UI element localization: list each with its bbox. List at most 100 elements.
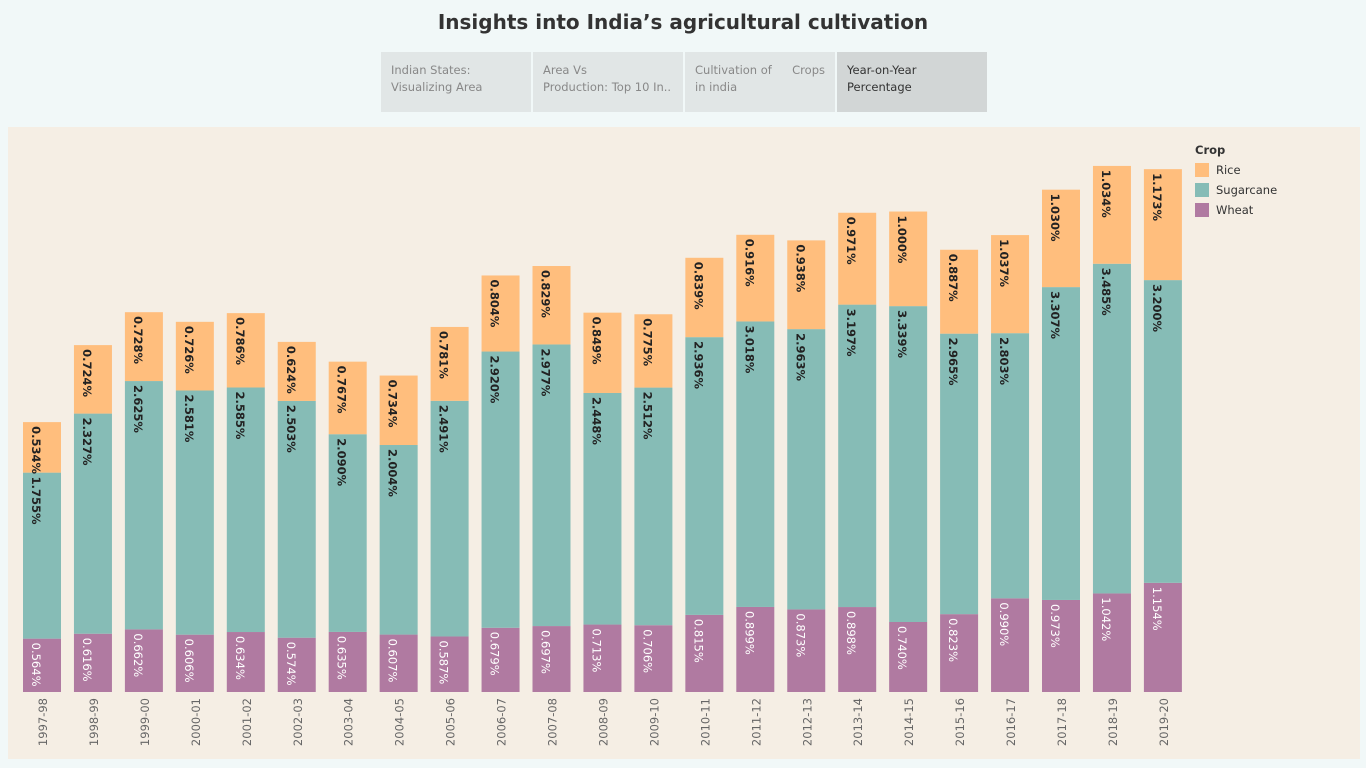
bar-segment-rice[interactable] — [685, 257, 724, 338]
bar-segment-wheat[interactable] — [430, 636, 469, 692]
bar-segment-wheat[interactable] — [226, 632, 265, 692]
bar-segment-sugarcane[interactable] — [379, 444, 418, 635]
data-label: 0.634% — [233, 636, 247, 680]
data-label: 0.607% — [386, 639, 400, 683]
bar-segment-rice[interactable] — [379, 375, 418, 445]
bar-segment-sugarcane[interactable] — [940, 333, 979, 615]
data-label: 0.624% — [284, 346, 298, 394]
bar-segment-wheat[interactable] — [940, 614, 979, 692]
bar-segment-rice[interactable] — [940, 249, 979, 334]
legend-item-sugarcane[interactable]: Sugarcane — [1195, 180, 1277, 200]
data-label: 0.898% — [844, 611, 858, 655]
data-label: 3.485% — [1099, 268, 1113, 316]
bar-segment-rice[interactable] — [1143, 169, 1182, 281]
bar-segment-rice[interactable] — [583, 312, 622, 393]
bar-segment-sugarcane[interactable] — [277, 400, 316, 638]
bar-segment-wheat[interactable] — [277, 637, 316, 692]
bar-segment-sugarcane[interactable] — [481, 351, 520, 628]
bar-segment-wheat[interactable] — [685, 614, 724, 692]
legend-item-wheat[interactable]: Wheat — [1195, 200, 1277, 220]
bar-segment-sugarcane[interactable] — [532, 344, 571, 627]
bar-segment-wheat[interactable] — [736, 606, 775, 692]
bar-segment-sugarcane[interactable] — [23, 472, 61, 639]
x-tick-label: 2005-06 — [444, 698, 458, 746]
bar-segment-rice[interactable] — [634, 314, 673, 388]
bar-segment-wheat[interactable] — [379, 634, 418, 692]
bar-segment-rice[interactable] — [991, 235, 1030, 334]
bar-segment-sugarcane[interactable] — [991, 333, 1030, 599]
bar-segment-sugarcane[interactable] — [583, 392, 622, 625]
bar-segment-rice[interactable] — [277, 341, 316, 401]
bar-segment-sugarcane[interactable] — [328, 434, 367, 632]
bar-segment-rice[interactable] — [532, 266, 571, 345]
x-tick-label: 2009-10 — [647, 698, 661, 746]
x-tick-label: 2008-09 — [596, 698, 610, 746]
bar-segment-wheat[interactable] — [889, 621, 928, 692]
bar-segment-sugarcane[interactable] — [124, 381, 163, 630]
bar-segment-rice[interactable] — [1092, 165, 1131, 264]
legend-item-rice[interactable]: Rice — [1195, 160, 1277, 180]
bar-segment-sugarcane[interactable] — [175, 390, 214, 635]
bar-segment-rice[interactable] — [838, 212, 877, 305]
bar-segment-rice[interactable] — [23, 422, 61, 473]
legend-swatch — [1195, 163, 1209, 177]
bar-segment-sugarcane[interactable] — [838, 304, 877, 608]
bar-segment-rice[interactable] — [481, 275, 520, 352]
bar-segment-rice[interactable] — [889, 211, 928, 307]
bar-segment-rice[interactable] — [430, 326, 469, 401]
data-label: 2.965% — [946, 338, 960, 386]
bar-segment-wheat[interactable] — [175, 634, 214, 692]
tab-indian-states[interactable]: Indian States: Visualizing Area — [381, 52, 531, 112]
bar-segment-wheat[interactable] — [124, 629, 163, 692]
bar-segment-rice[interactable] — [1042, 189, 1080, 288]
bar-segment-sugarcane[interactable] — [889, 306, 928, 622]
x-tick-label: 2013-14 — [851, 698, 865, 746]
bar-segment-sugarcane[interactable] — [73, 413, 112, 634]
tab-cultivation[interactable]: Cultivation of in india Crops — [685, 52, 835, 112]
bar-segment-sugarcane[interactable] — [1143, 280, 1182, 583]
bar-segment-wheat[interactable] — [481, 627, 520, 692]
bar-segment-wheat[interactable] — [991, 598, 1030, 692]
bar-segment-sugarcane[interactable] — [736, 321, 775, 607]
bar-segment-rice[interactable] — [328, 361, 367, 435]
bar-segment-wheat[interactable] — [1143, 582, 1182, 692]
bar-segment-wheat[interactable] — [73, 633, 112, 692]
tab-area-vs-production[interactable]: Area Vs Production: Top 10 In.. — [533, 52, 683, 112]
data-label: 0.887% — [946, 254, 960, 302]
bar-segment-wheat[interactable] — [838, 607, 877, 692]
bar-segment-wheat[interactable] — [532, 626, 571, 692]
bar-segment-rice[interactable] — [73, 345, 112, 414]
bar-segment-wheat[interactable] — [23, 638, 61, 692]
bar-segment-rice[interactable] — [736, 234, 775, 322]
bar-segment-sugarcane[interactable] — [226, 387, 265, 633]
data-label: 0.767% — [335, 366, 349, 414]
data-label: 2.327% — [80, 418, 94, 466]
bar-segment-wheat[interactable] — [787, 609, 826, 692]
data-label: 3.018% — [742, 325, 756, 373]
bar-segment-rice[interactable] — [787, 240, 826, 330]
bar-segment-sugarcane[interactable] — [430, 400, 469, 637]
tab-year-on-year[interactable]: Year-on-Year Percentage — [837, 52, 987, 112]
bar-segment-wheat[interactable] — [634, 625, 673, 692]
bar-segment-wheat[interactable] — [1092, 593, 1131, 692]
bar-segment-sugarcane[interactable] — [1042, 287, 1080, 600]
bar-segment-wheat[interactable] — [583, 624, 622, 692]
bar-segment-wheat[interactable] — [328, 631, 367, 692]
bar-segment-sugarcane[interactable] — [787, 329, 826, 610]
bar-segment-sugarcane[interactable] — [1092, 263, 1131, 594]
bar-segment-sugarcane[interactable] — [685, 337, 724, 615]
bar-segment-wheat[interactable] — [1042, 599, 1080, 692]
data-label: 3.200% — [1150, 284, 1164, 332]
data-label: 2.920% — [488, 356, 502, 404]
x-tick-label: 2018-19 — [1106, 698, 1120, 746]
data-label: 2.448% — [589, 397, 603, 445]
bar-segment-rice[interactable] — [226, 313, 265, 388]
bar-segment-rice[interactable] — [175, 321, 214, 391]
data-label: 0.899% — [742, 611, 756, 655]
x-tick-label: 2011-12 — [749, 698, 763, 746]
tab-label: Indian States: Visualizing Area — [391, 63, 483, 94]
data-label: 0.916% — [742, 239, 756, 287]
bar-segment-sugarcane[interactable] — [634, 387, 673, 626]
data-label: 2.625% — [131, 385, 145, 433]
bar-segment-rice[interactable] — [124, 312, 163, 382]
